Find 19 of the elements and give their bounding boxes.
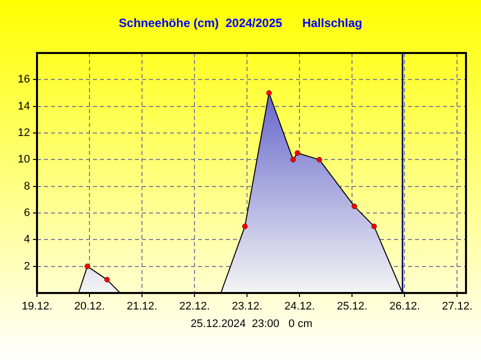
- x-tick-label: 26.12.: [389, 300, 420, 313]
- x-tick-label: 25.12.: [336, 300, 368, 313]
- x-tick-label: 20.12.: [74, 300, 105, 313]
- x-tick-label: 27.12.: [442, 300, 473, 313]
- x-tick-label: 22.12.: [179, 300, 210, 313]
- y-tick-label: 6: [24, 207, 30, 220]
- y-tick-label: 8: [24, 180, 30, 192]
- x-tick-label: 21.12.: [126, 300, 158, 313]
- y-tick-label: 12: [18, 127, 30, 140]
- x-tick-label: 19.12.: [22, 300, 52, 313]
- y-tick-label: 16: [18, 74, 30, 86]
- y-tick-label: 14: [18, 100, 30, 112]
- chart-title: Schneehöhe (cm) 2024/2025 Hallschlag: [118, 16, 362, 30]
- y-tick-label: 4: [24, 234, 30, 246]
- x-tick-label: 23.12.: [232, 300, 262, 313]
- y-tick-label: 2: [24, 260, 30, 272]
- x-tick-label: 24.12.: [284, 300, 315, 313]
- text: 25.12.2024 23:00 0 cm: [190, 318, 312, 330]
- y-tick-label: 10: [18, 154, 30, 166]
